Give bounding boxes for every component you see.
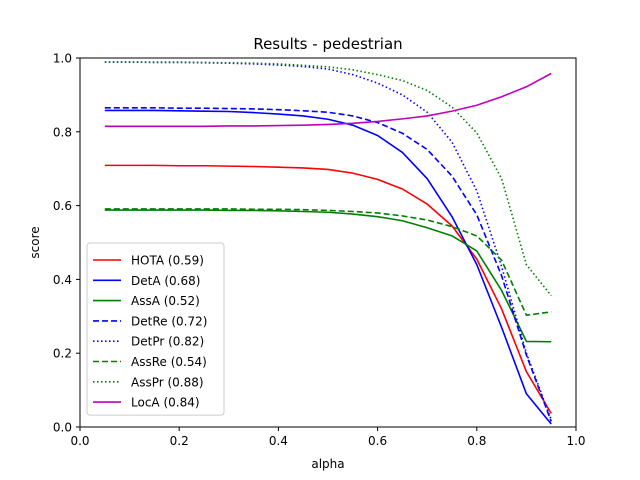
y-tick-label: 0.8 [53,125,72,139]
series-line-7 [104,72,552,128]
y-tick-label: 0.0 [53,421,72,435]
y-tick-label: 1.0 [53,52,72,66]
legend-box [86,242,225,416]
legend-label: AssRe (0.54) [131,355,207,369]
legend-label: DetA (0.68) [131,274,200,288]
x-tick-label: 0.6 [368,434,387,448]
plot-frame [79,57,577,428]
series-line-5 [104,208,552,316]
legend-label: DetRe (0.72) [131,314,207,328]
plot-series [104,61,552,425]
legend: HOTA (0.59) DetA (0.68) AssA (0.52) DetRe (… [86,242,225,416]
series-line-1 [104,109,552,425]
legend-label: AssA (0.52) [131,294,200,308]
x-axis-ticks: 0.0 0.2 0.4 0.6 0.8 1.0 [70,427,586,448]
legend-label: DetPr (0.82) [131,335,204,349]
y-axis-label: score [28,226,42,258]
x-tick-label: 0.0 [70,434,89,448]
legend-label: AssPr (0.88) [131,375,204,389]
legend-label: LocA (0.84) [131,396,200,410]
x-tick-label: 0.8 [467,434,486,448]
x-tick-label: 1.0 [566,434,585,448]
x-tick-label: 0.4 [269,434,288,448]
series-line-3 [104,107,552,422]
x-axis-label: alpha [311,457,344,471]
y-tick-label: 0.6 [53,199,72,213]
chart-title: Results - pedestrian [253,35,402,53]
legend-label: HOTA (0.59) [131,254,204,268]
series-line-0 [104,164,552,414]
x-tick-label: 0.2 [170,434,189,448]
y-axis-ticks: 0.0 0.2 0.4 0.6 0.8 1.0 [53,52,80,435]
series-line-2 [104,209,552,343]
y-tick-label: 0.2 [53,347,72,361]
y-tick-label: 0.4 [53,273,72,287]
